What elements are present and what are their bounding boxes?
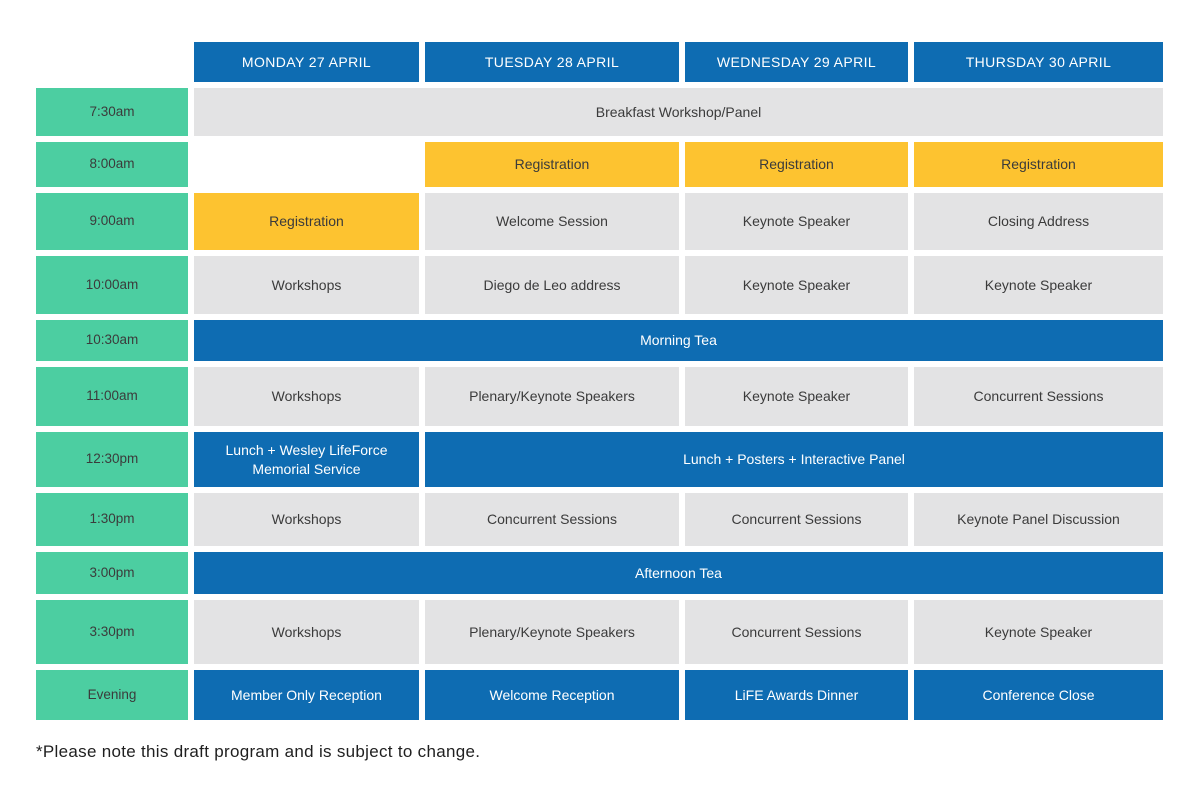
event-cell: Registration	[194, 193, 419, 250]
event-cell: Member Only Reception	[194, 670, 419, 720]
event-cell: Registration	[685, 142, 908, 187]
time-cell: Evening	[36, 670, 188, 720]
event-cell: Breakfast Workshop/Panel	[194, 88, 1163, 136]
event-cell: Conference Close	[914, 670, 1163, 720]
day-header: WEDNESDAY 29 APRIL	[685, 42, 908, 82]
event-cell: Workshops	[194, 367, 419, 426]
event-cell: Registration	[425, 142, 679, 187]
time-cell: 8:00am	[36, 142, 188, 187]
event-cell: Workshops	[194, 600, 419, 664]
event-cell: Welcome Reception	[425, 670, 679, 720]
event-cell: Concurrent Sessions	[685, 493, 908, 546]
event-cell: Plenary/Keynote Speakers	[425, 367, 679, 426]
event-cell: Keynote Speaker	[685, 256, 908, 314]
event-cell: Registration	[914, 142, 1163, 187]
event-cell: Keynote Speaker	[914, 600, 1163, 664]
event-cell: Keynote Speaker	[685, 367, 908, 426]
day-header: MONDAY 27 APRIL	[194, 42, 419, 82]
event-cell: Keynote Speaker	[685, 193, 908, 250]
event-cell: Lunch + Wesley LifeForce Memorial Servic…	[194, 432, 419, 487]
time-cell: 12:30pm	[36, 432, 188, 487]
event-cell: Concurrent Sessions	[914, 367, 1163, 426]
event-cell: Afternoon Tea	[194, 552, 1163, 594]
event-cell: Concurrent Sessions	[685, 600, 908, 664]
time-cell: 10:00am	[36, 256, 188, 314]
schedule-grid: MONDAY 27 APRIL TUESDAY 28 APRIL WEDNESDAY…	[36, 42, 1163, 720]
event-cell: Diego de Leo address	[425, 256, 679, 314]
time-cell: 3:30pm	[36, 600, 188, 664]
time-cell: 9:00am	[36, 193, 188, 250]
day-header: THURSDAY 30 APRIL	[914, 42, 1163, 82]
event-cell: LiFE Awards Dinner	[685, 670, 908, 720]
event-cell: Closing Address	[914, 193, 1163, 250]
event-cell: Plenary/Keynote Speakers	[425, 600, 679, 664]
day-header: TUESDAY 28 APRIL	[425, 42, 679, 82]
event-cell: Concurrent Sessions	[425, 493, 679, 546]
time-cell: 3:00pm	[36, 552, 188, 594]
event-cell: Morning Tea	[194, 320, 1163, 361]
event-cell: Keynote Speaker	[914, 256, 1163, 314]
event-cell: Welcome Session	[425, 193, 679, 250]
draft-program-note: *Please note this draft program and is s…	[36, 742, 481, 761]
event-cell: Keynote Panel Discussion	[914, 493, 1163, 546]
time-cell: 7:30am	[36, 88, 188, 136]
event-cell: Workshops	[194, 493, 419, 546]
time-cell: 10:30am	[36, 320, 188, 361]
event-cell: Lunch + Posters + Interactive Panel	[425, 432, 1163, 487]
time-cell: 11:00am	[36, 367, 188, 426]
event-cell: Workshops	[194, 256, 419, 314]
time-cell: 1:30pm	[36, 493, 188, 546]
